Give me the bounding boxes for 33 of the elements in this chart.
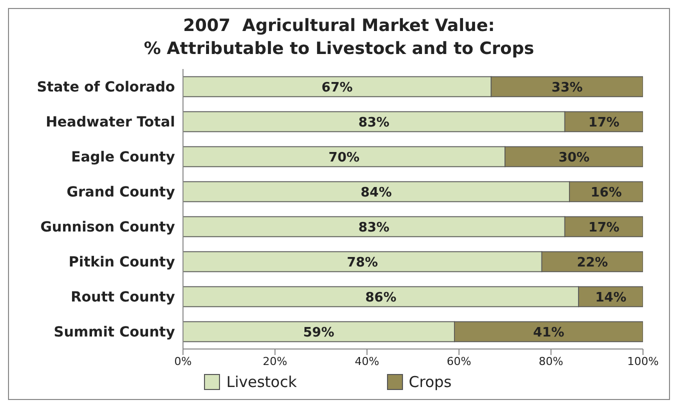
data-label: 86% [365, 290, 396, 306]
data-label: 83% [358, 220, 390, 236]
x-tick-label: 100% [627, 354, 659, 368]
data-label: 16% [590, 185, 622, 200]
x-tick-label: 80% [538, 354, 564, 368]
x-tick-label: 0% [174, 354, 192, 368]
data-label: 22% [576, 255, 608, 270]
y-tick-label: Routt County [70, 289, 175, 306]
y-tick-label: Eagle County [71, 149, 175, 166]
y-tick-label: Gunnison County [40, 219, 175, 236]
data-label: 78% [346, 255, 378, 270]
y-tick-label: State of Colorado [36, 79, 176, 96]
data-label: 14% [595, 290, 626, 306]
chart-title: 2007 Agricultural Market Value: % Attributable to Livestock and to Crops [142, 15, 536, 61]
data-label: 84% [360, 185, 392, 200]
y-tick-label: Grand County [66, 184, 175, 200]
data-label: 67% [322, 80, 353, 96]
data-label: 33% [552, 80, 583, 96]
data-label: 17% [588, 115, 620, 130]
x-tick-label: 20% [262, 354, 288, 368]
legend-label: Livestock [226, 373, 297, 391]
x-tick-label: 40% [354, 354, 380, 368]
y-tick-label: Pitkin County [68, 254, 175, 270]
data-label: 59% [303, 325, 334, 340]
x-tick-label: 60% [446, 354, 472, 368]
data-label: 30% [558, 150, 590, 166]
legend-label: Crops [408, 373, 452, 391]
data-label: 83% [358, 115, 390, 130]
data-label: 17% [588, 220, 620, 236]
data-label: 70% [328, 150, 360, 166]
y-tick-label: Headwater Total [46, 114, 175, 130]
y-tick-label: Summit County [54, 324, 175, 340]
data-label: 41% [533, 325, 564, 340]
